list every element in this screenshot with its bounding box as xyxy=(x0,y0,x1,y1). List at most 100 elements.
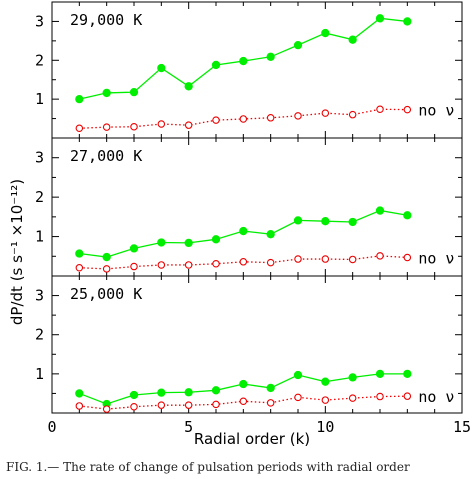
data-point xyxy=(211,60,221,70)
y-tick-label: 3 xyxy=(35,12,44,30)
series-label: no ν xyxy=(418,102,454,120)
data-point xyxy=(321,217,330,226)
panel-3: 1 2 3 25,000 K no ν 0 5 10 15 xyxy=(35,275,471,436)
data-point xyxy=(348,217,357,227)
data-point-no-nu xyxy=(157,120,166,128)
data-point xyxy=(239,56,248,66)
data-point-no-nu xyxy=(266,258,275,267)
x-tick-label: 5 xyxy=(184,418,193,436)
data-point-no-nu xyxy=(212,260,220,268)
data-point xyxy=(293,370,303,380)
data-point xyxy=(266,52,275,61)
panel-temperature-label: 29,000 K xyxy=(70,11,142,29)
data-point-no-nu xyxy=(266,114,275,122)
data-point xyxy=(157,63,166,73)
y-axis-label: dP/dt (s s⁻¹ ×10⁻¹²) xyxy=(8,179,26,325)
data-point xyxy=(293,40,303,50)
data-point xyxy=(157,238,166,247)
data-point xyxy=(129,244,139,253)
data-point xyxy=(157,388,166,397)
data-point-no-nu xyxy=(130,402,138,411)
data-point-no-nu xyxy=(321,396,330,404)
data-point-no-nu xyxy=(376,252,384,260)
data-point xyxy=(211,235,221,244)
data-point xyxy=(239,379,248,389)
data-point-no-nu xyxy=(75,263,84,272)
data-point-no-nu xyxy=(157,401,166,409)
data-point-no-nu xyxy=(294,112,302,120)
series-label: no ν xyxy=(418,249,454,267)
data-point xyxy=(239,226,248,236)
data-point xyxy=(266,383,275,393)
data-point xyxy=(129,87,139,97)
data-point xyxy=(293,216,303,225)
y-tick-label: 3 xyxy=(35,287,44,305)
data-point xyxy=(348,35,357,44)
data-point xyxy=(403,369,412,379)
data-point xyxy=(184,82,193,91)
data-point-no-nu xyxy=(376,105,384,113)
y-tick-label: 1 xyxy=(35,365,44,383)
data-point xyxy=(348,373,357,382)
data-point xyxy=(375,206,385,215)
y-tick-label: 3 xyxy=(35,149,44,167)
data-point xyxy=(375,369,385,379)
data-point xyxy=(403,17,412,26)
data-point-no-nu xyxy=(403,392,412,400)
x-tick-label: 0 xyxy=(47,418,56,436)
data-point xyxy=(129,390,139,400)
series-label: no ν xyxy=(418,388,454,406)
panel-temperature-label: 27,000 K xyxy=(70,147,142,165)
data-point-no-nu xyxy=(239,258,248,266)
data-point xyxy=(321,377,330,386)
data-point xyxy=(102,88,111,98)
data-point xyxy=(75,389,84,398)
y-tick-label: 1 xyxy=(35,228,44,246)
data-point-no-nu xyxy=(376,392,384,401)
y-tick-label: 2 xyxy=(35,188,44,206)
data-point-no-nu xyxy=(348,394,357,402)
y-tick-label: 1 xyxy=(35,90,44,108)
data-point xyxy=(375,14,385,23)
data-point-no-nu xyxy=(75,402,84,410)
panel-2: 1 2 3 27,000 K no ν xyxy=(35,137,463,277)
panel-temperature-label: 25,000 K xyxy=(70,285,142,303)
data-point-no-nu xyxy=(239,397,248,406)
data-point-no-nu xyxy=(212,116,220,124)
x-tick-label: 15 xyxy=(453,418,471,436)
data-point-no-nu xyxy=(403,105,412,114)
data-point-no-nu xyxy=(184,121,193,129)
data-point-no-nu xyxy=(102,265,111,273)
data-point xyxy=(75,94,84,104)
data-point-no-nu xyxy=(321,109,330,117)
data-point-no-nu xyxy=(348,255,357,264)
data-point-no-nu xyxy=(212,400,220,409)
data-point-no-nu xyxy=(75,124,84,133)
data-point xyxy=(403,211,412,220)
data-point xyxy=(184,388,193,397)
data-point-no-nu xyxy=(102,405,111,413)
chart-panels: 1 2 3 29,000 K no ν 1 2 3 27,000 K no ν 1 2 3 25,000 … xyxy=(35,1,471,436)
data-point xyxy=(321,28,330,38)
data-point-no-nu xyxy=(321,255,330,263)
x-tick-label: 10 xyxy=(316,418,334,436)
data-point xyxy=(102,252,111,262)
data-point-no-nu xyxy=(294,393,302,402)
panel-1: 1 2 3 29,000 K no ν xyxy=(35,1,463,139)
panel-frame xyxy=(51,275,463,414)
data-point-no-nu xyxy=(157,261,166,269)
data-point-no-nu xyxy=(294,255,302,263)
data-point-no-nu xyxy=(130,262,138,271)
data-point-no-nu xyxy=(130,122,138,131)
data-point-no-nu xyxy=(266,399,275,407)
data-point-no-nu xyxy=(239,115,248,123)
data-point xyxy=(211,386,221,395)
data-point xyxy=(75,249,84,258)
data-point-no-nu xyxy=(184,261,193,269)
data-point xyxy=(266,230,275,239)
data-point-no-nu xyxy=(102,123,111,131)
data-point-no-nu xyxy=(348,110,357,119)
figure-caption: FIG. 1.— The rate of change of pulsation… xyxy=(6,460,410,474)
y-tick-label: 2 xyxy=(35,326,44,344)
